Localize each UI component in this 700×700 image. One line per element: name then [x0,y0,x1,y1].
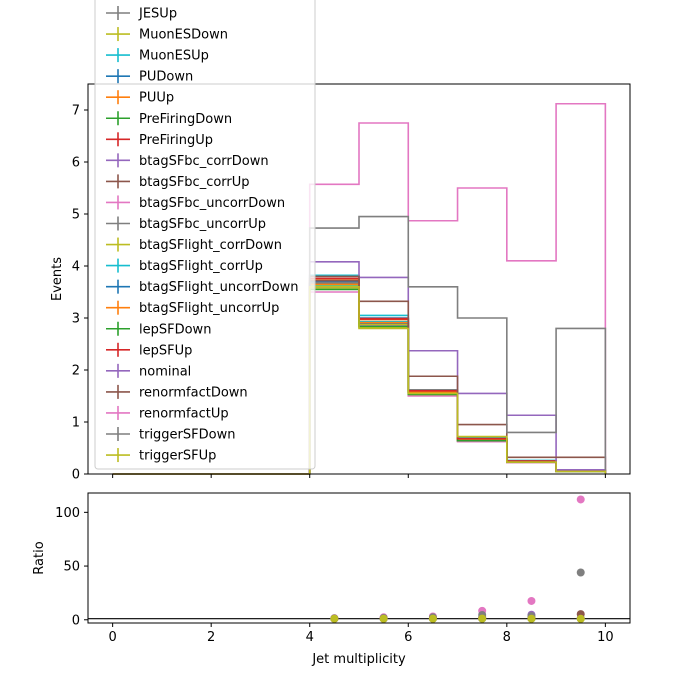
main-y-tick-label: 3 [72,312,80,327]
ratio-x-tick-label: 10 [597,630,614,645]
main-y-tick-label: 6 [72,156,80,171]
legend-entry: renormfactDown [106,384,248,400]
main-y-tick-label: 4 [72,260,80,275]
ratio-y-axis-label: Ratio [32,541,47,574]
legend-label: PreFiringUp [139,133,213,148]
legend-entry: PUDown [106,69,193,85]
main-y-axis-label: Events [50,257,65,301]
legend-entry: PreFiringDown [106,111,232,127]
legend-entry: MuonESDown [106,27,228,43]
legend-label: btagSFbc_uncorrDown [139,196,285,211]
legend-entry: lepSFDown [106,321,211,337]
legend-label: btagSFlight_uncorrUp [139,301,279,316]
main-y-tick-label: 1 [72,416,80,431]
main-panel: 0 1 2 3 4 5 6 7 Events [50,83,631,483]
legend-label: MuonESUp [139,49,209,64]
main-y-tick-label: 7 [72,104,80,119]
legend-label: PUDown [139,70,193,85]
ratio-point-5-2 [428,614,437,623]
ratio-axes-frame [87,492,631,624]
legend-entry: btagSFlight_uncorrUp [106,300,279,316]
legend-entry: btagSFlight_uncorrDown [106,279,299,295]
main-y-tick-label: 0 [72,468,80,483]
legend-entry: PUUp [106,90,174,106]
legend-label: lepSFDown [139,322,211,337]
legend-label: renormfactUp [139,406,229,421]
legend-entry: btagSFbc_uncorrUp [106,216,266,232]
legend-label: triggerSFUp [139,449,216,464]
legend-entry: btagSFlight_corrDown [106,237,282,253]
legend-label: triggerSFDown [139,428,235,443]
ratio-point-5-5 [576,614,585,623]
legend-entry: btagSFbc_corrUp [106,174,250,190]
legend-label: btagSFbc_corrUp [139,175,250,190]
ratio-x-axis-label: Jet multiplicity [311,652,406,667]
ratio-point-3-5 [576,495,585,504]
legend-label: btagSFlight_corrDown [139,238,282,253]
legend-entry: JESUp [106,6,177,22]
ratio-x-tick-label: 8 [503,630,511,645]
legend-entry: btagSFlight_corrUp [106,258,263,274]
legend-label: nominal [139,364,191,379]
main-axes-frame [87,83,631,475]
ratio-point-5-4 [527,614,536,623]
ratio-point-5-3 [478,614,487,623]
legend-label: PUUp [139,91,174,106]
legend-label: btagSFbc_corrDown [139,154,269,169]
legend-frame [94,0,316,470]
legend-entry: lepSFUp [106,342,192,358]
main-y-tick-label: 5 [72,208,80,223]
legend-label: MuonESDown [139,28,228,43]
ratio-x-tick-label: 0 [108,630,116,645]
ratio-y-tick-label: 50 [63,560,80,575]
legend-label: lepSFUp [139,343,192,358]
legend: JESUp MuonESDown MuonESUp PUDown PUUp PreFiri… [94,0,316,470]
legend-label: btagSFbc_uncorrUp [139,217,266,232]
ratio-point-5-0 [330,614,339,623]
legend-entry: triggerSFDown [106,427,235,443]
ratio-y-tick-label: 100 [55,506,80,521]
ratio-x-tick-label: 4 [306,630,314,645]
legend-entry: MuonESUp [106,48,209,64]
legend-entry: btagSFbc_corrDown [106,153,269,169]
ratio-panel: 0 50 100 0 2 4 6 8 10 Ratio Jet multiplicity [32,492,631,667]
ratio-point-5-1 [379,614,388,623]
ratio-x-tick-label: 2 [207,630,215,645]
main-y-tick-label: 2 [72,364,80,379]
legend-label: btagSFlight_corrUp [139,259,263,274]
legend-label: PreFiringDown [139,112,232,127]
ratio-x-tick-label: 6 [404,630,412,645]
ratio-y-tick-label: 0 [72,613,80,628]
legend-entry: btagSFbc_uncorrDown [106,195,285,211]
legend-entry: renormfactUp [106,405,229,421]
ratio-point-4-5 [576,568,585,577]
legend-entry: triggerSFUp [106,448,216,464]
ratio-point-3-4 [527,596,536,605]
legend-label: btagSFlight_uncorrDown [139,280,299,295]
legend-entry: PreFiringUp [106,132,213,148]
legend-entry: nominal [106,363,191,379]
legend-label: renormfactDown [139,385,248,400]
legend-label: JESUp [138,7,177,22]
